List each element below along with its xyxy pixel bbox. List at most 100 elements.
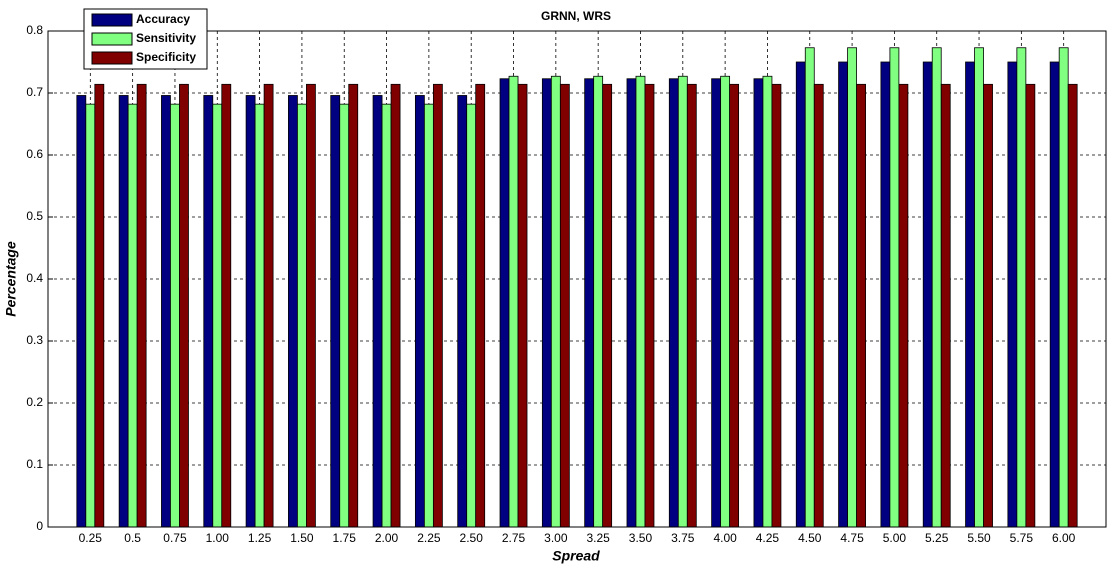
bar [348, 83, 359, 528]
bar [475, 83, 486, 528]
x-tick-label: 0.25 [79, 531, 103, 545]
bar [457, 95, 468, 528]
bar [118, 95, 129, 528]
bar [771, 83, 782, 528]
bar [212, 103, 223, 528]
y-tick-label: 0.6 [26, 147, 43, 161]
bar [626, 78, 637, 528]
bar [499, 78, 510, 528]
bar [508, 75, 519, 528]
bar [635, 75, 646, 528]
bar [729, 83, 740, 528]
bar [922, 61, 933, 528]
y-tick-label: 0.8 [26, 23, 43, 37]
bar [76, 95, 87, 528]
bar [254, 103, 265, 528]
bar [983, 83, 993, 528]
bar [686, 83, 697, 528]
legend-label: Specificity [136, 50, 196, 64]
y-axis-label: Percentage [3, 241, 19, 317]
bar [517, 83, 528, 528]
x-tick-label: 4.00 [713, 531, 737, 545]
bar [847, 47, 857, 528]
x-tick-label: 5.50 [967, 531, 991, 545]
bar [898, 83, 909, 528]
bar [1058, 47, 1069, 528]
bar [390, 83, 401, 528]
x-tick-label: 1.25 [248, 531, 272, 545]
legend-swatch [91, 51, 133, 65]
bar [644, 83, 655, 528]
x-tick-label: 2.00 [375, 531, 399, 545]
bar [372, 95, 383, 528]
y-tick-label: 0.5 [26, 209, 43, 223]
bar [432, 83, 443, 528]
bar [245, 95, 256, 528]
bar [541, 78, 552, 528]
bar [931, 47, 942, 528]
bar [753, 78, 764, 528]
bar [813, 83, 824, 528]
bar [263, 83, 274, 528]
x-tick-label: 3.00 [544, 531, 568, 545]
bar [889, 47, 900, 528]
x-tick-label: 2.25 [417, 531, 441, 545]
bar [85, 103, 96, 528]
bar [1067, 83, 1078, 528]
bar [795, 61, 806, 528]
bar [804, 47, 815, 528]
bar [339, 103, 350, 528]
bar [668, 78, 679, 528]
bar [161, 95, 171, 528]
bar [127, 103, 138, 528]
y-tick-label: 0.4 [26, 271, 43, 285]
y-tick-label: 0 [36, 519, 43, 533]
y-tick-label: 0.3 [26, 333, 43, 347]
x-tick-label: 4.75 [840, 531, 864, 545]
x-tick-label: 2.75 [502, 531, 526, 545]
bar [306, 83, 316, 528]
bar [297, 103, 307, 528]
bar [221, 83, 232, 528]
bar [466, 103, 477, 528]
bar [880, 61, 891, 528]
x-tick-label: 4.25 [756, 531, 780, 545]
bar [1049, 61, 1060, 528]
y-tick-label: 0.1 [26, 457, 43, 471]
x-tick-label: 3.50 [629, 531, 653, 545]
bar [940, 83, 951, 528]
x-tick-label: 5.00 [883, 531, 907, 545]
bar [1025, 83, 1036, 528]
bar [762, 75, 773, 528]
x-tick-label: 0.75 [163, 531, 187, 545]
plot-frame [47, 30, 1107, 528]
bar [179, 83, 189, 528]
bar [974, 47, 984, 528]
bar [288, 95, 298, 528]
bar [423, 103, 434, 528]
x-tick-label: 3.75 [671, 531, 695, 545]
bar [414, 95, 425, 528]
chart-title: GRNN, WRS [541, 9, 611, 23]
x-tick-label: 1.75 [333, 531, 357, 545]
bar [720, 75, 731, 528]
bar [711, 78, 722, 528]
y-tick-label: 0.2 [26, 395, 43, 409]
legend-label: Sensitivity [136, 31, 196, 45]
bar [1016, 47, 1027, 528]
y-tick-label: 0.7 [26, 85, 43, 99]
bar [593, 75, 604, 528]
bar [1007, 61, 1018, 528]
x-tick-label: 4.50 [798, 531, 822, 545]
x-tick-label: 1.00 [206, 531, 230, 545]
x-tick-label: 2.50 [460, 531, 484, 545]
bar [203, 95, 214, 528]
x-tick-label: 3.25 [586, 531, 610, 545]
bar [381, 103, 392, 528]
bar [170, 103, 180, 528]
bar [330, 95, 341, 528]
x-tick-label: 5.25 [925, 531, 949, 545]
legend-label: Accuracy [136, 12, 190, 26]
bar [559, 83, 570, 528]
